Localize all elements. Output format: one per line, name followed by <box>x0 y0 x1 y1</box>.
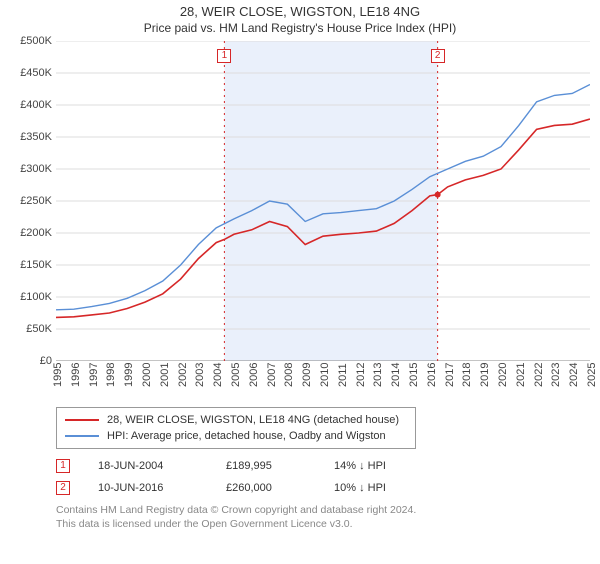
plot-svg <box>56 41 590 361</box>
x-tick-label: 2004 <box>212 363 224 387</box>
x-tick-label: 2000 <box>141 363 153 387</box>
x-tick-label: 2024 <box>568 363 580 387</box>
x-tick-label: 2018 <box>461 363 473 387</box>
chart-title: 28, WEIR CLOSE, WIGSTON, LE18 4NG <box>0 4 600 19</box>
legend-item-hpi: HPI: Average price, detached house, Oadb… <box>65 428 407 444</box>
y-tick-label: £0 <box>40 355 52 367</box>
y-tick-label: £300K <box>20 163 52 175</box>
event-price: £260,000 <box>226 477 306 499</box>
x-tick-label: 2019 <box>479 363 491 387</box>
x-tick-label: 2025 <box>586 363 598 387</box>
event-comparison: 10% ↓ HPI <box>334 477 414 499</box>
legend-swatch <box>65 435 99 437</box>
x-tick-label: 2002 <box>177 363 189 387</box>
y-tick-label: £150K <box>20 259 52 271</box>
x-tick-label: 2023 <box>550 363 562 387</box>
x-tick-label: 1999 <box>123 363 135 387</box>
y-tick-label: £350K <box>20 131 52 143</box>
event-row: 2 10-JUN-2016 £260,000 10% ↓ HPI <box>56 477 590 499</box>
event-date: 10-JUN-2016 <box>98 477 198 499</box>
event-marker-icon: 1 <box>56 459 70 473</box>
y-tick-label: £50K <box>26 323 52 335</box>
x-tick-label: 2006 <box>248 363 260 387</box>
x-tick-label: 2008 <box>283 363 295 387</box>
y-tick-label: £450K <box>20 67 52 79</box>
event-list: 1 18-JUN-2004 £189,995 14% ↓ HPI 2 10-JU… <box>56 455 590 499</box>
chart-subtitle: Price paid vs. HM Land Registry's House … <box>0 21 600 35</box>
x-axis: 1995199619971998199920002001200220032004… <box>56 363 590 401</box>
legend-label: 28, WEIR CLOSE, WIGSTON, LE18 4NG (detac… <box>107 412 399 428</box>
x-tick-label: 2010 <box>319 363 331 387</box>
x-tick-label: 2003 <box>194 363 206 387</box>
y-tick-label: £200K <box>20 227 52 239</box>
event-date: 18-JUN-2004 <box>98 455 198 477</box>
y-tick-label: £400K <box>20 99 52 111</box>
x-tick-label: 2013 <box>372 363 384 387</box>
x-tick-label: 2014 <box>390 363 402 387</box>
legend-item-property: 28, WEIR CLOSE, WIGSTON, LE18 4NG (detac… <box>65 412 407 428</box>
x-tick-label: 1998 <box>105 363 117 387</box>
x-tick-label: 2017 <box>444 363 456 387</box>
x-tick-label: 2022 <box>533 363 545 387</box>
y-axis: £0£50K£100K£150K£200K£250K£300K£350K£400… <box>10 41 56 361</box>
event-marker-icon: 2 <box>56 481 70 495</box>
legend-label: HPI: Average price, detached house, Oadb… <box>107 428 386 444</box>
x-tick-label: 2005 <box>230 363 242 387</box>
y-tick-label: £500K <box>20 35 52 47</box>
x-tick-label: 2012 <box>355 363 367 387</box>
y-tick-label: £100K <box>20 291 52 303</box>
x-tick-label: 2016 <box>426 363 438 387</box>
y-tick-label: £250K <box>20 195 52 207</box>
chart-marker-icon: 1 <box>217 49 231 63</box>
event-row: 1 18-JUN-2004 £189,995 14% ↓ HPI <box>56 455 590 477</box>
plot-area: 12 <box>56 41 590 361</box>
event-price: £189,995 <box>226 455 306 477</box>
x-tick-label: 2001 <box>159 363 171 387</box>
x-tick-label: 2021 <box>515 363 527 387</box>
x-tick-label: 1997 <box>88 363 100 387</box>
x-tick-label: 2020 <box>497 363 509 387</box>
event-comparison: 14% ↓ HPI <box>334 455 414 477</box>
chart-marker-icon: 2 <box>431 49 445 63</box>
x-tick-label: 2011 <box>337 363 349 387</box>
legend-swatch <box>65 419 99 421</box>
x-tick-label: 1995 <box>52 363 64 387</box>
x-tick-label: 2007 <box>266 363 278 387</box>
legend: 28, WEIR CLOSE, WIGSTON, LE18 4NG (detac… <box>56 407 416 449</box>
x-tick-label: 1996 <box>70 363 82 387</box>
credits-line: Contains HM Land Registry data © Crown c… <box>56 503 590 517</box>
credits-line: This data is licensed under the Open Gov… <box>56 517 590 531</box>
x-tick-label: 2009 <box>301 363 313 387</box>
credits: Contains HM Land Registry data © Crown c… <box>56 503 590 531</box>
x-tick-label: 2015 <box>408 363 420 387</box>
chart-area: £0 £50K £100K £150K £200K £250K £300K £350K £400… <box>10 41 590 401</box>
